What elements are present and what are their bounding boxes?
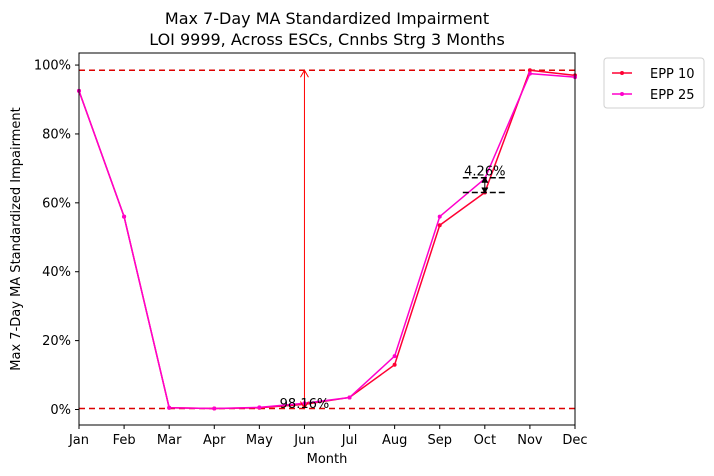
- x-tick-label: Jul: [341, 433, 358, 448]
- x-axis-label: Month: [307, 452, 348, 467]
- data-point-epp25: [122, 214, 127, 219]
- legend-label-epp25: EPP 25: [650, 88, 695, 103]
- x-tick-label: Feb: [113, 433, 136, 448]
- chart-title-line2: LOI 9999, Across ESCs, Cnnbs Strg 3 Mont…: [149, 30, 505, 49]
- data-point-epp25: [212, 406, 217, 411]
- x-tick-label: Jan: [68, 433, 89, 448]
- x-tick-label: Oct: [474, 433, 496, 448]
- reference-lines: [79, 69, 575, 410]
- data-point-epp25: [392, 354, 397, 359]
- legend-marker-epp10: [620, 71, 624, 75]
- data-point-epp10: [437, 223, 442, 228]
- diff-arrow-head-bottom: [481, 187, 489, 194]
- y-tick-label: 100%: [34, 59, 71, 74]
- series-line-epp25: [78, 72, 576, 410]
- y-tick-label: 0%: [50, 403, 71, 418]
- x-tick-label: Jun: [293, 433, 314, 448]
- data-point-epp10: [392, 362, 397, 367]
- y-axis-label: Max 7-Day MA Standardized Impairment: [9, 107, 24, 370]
- x-tick-label: Dec: [562, 433, 587, 448]
- legend: EPP 10 EPP 25: [603, 57, 705, 109]
- x-tick-label: Nov: [517, 433, 543, 448]
- range-annotation-label: 98.16%: [280, 397, 330, 412]
- x-tick-label: May: [246, 433, 273, 448]
- data-point-epp25: [527, 71, 532, 76]
- chart-title-line1: Max 7-Day MA Standardized Impairment: [165, 9, 489, 28]
- plot-area: [79, 53, 575, 425]
- data-point-epp25: [167, 405, 172, 410]
- y-tick-label: 40%: [42, 265, 71, 280]
- y-tick-label: 20%: [42, 334, 71, 349]
- range-arrow-head-bottom: [300, 401, 309, 410]
- x-tick-label: Apr: [203, 433, 226, 448]
- x-axis-ticks: Jan Feb Mar Apr May Jun Jul Aug Sep Oct Nov Dec: [68, 425, 588, 448]
- diff-arrow-head-top: [481, 176, 489, 183]
- legend-marker-epp25: [620, 92, 624, 96]
- y-tick-label: 80%: [42, 127, 71, 142]
- x-tick-label: Mar: [157, 433, 182, 448]
- plot-frame: [78, 52, 576, 426]
- legend-box: [603, 57, 705, 109]
- x-tick-label: Aug: [382, 433, 407, 448]
- annotation-layer: 98.16% 4.26%: [280, 69, 507, 412]
- y-tick-label: 60%: [42, 196, 71, 211]
- data-point-epp10: [527, 68, 532, 73]
- y-axis-ticks: 0% 20% 40% 60% 80% 100%: [34, 59, 79, 418]
- data-point-epp25: [437, 214, 442, 219]
- legend-label-epp10: EPP 10: [650, 67, 695, 82]
- diff-annotation-label: 4.26%: [464, 165, 505, 180]
- range-arrow-head-top: [300, 69, 309, 78]
- x-tick-label: Sep: [427, 433, 452, 448]
- data-point-epp25: [257, 405, 262, 410]
- data-point-epp25: [347, 395, 352, 400]
